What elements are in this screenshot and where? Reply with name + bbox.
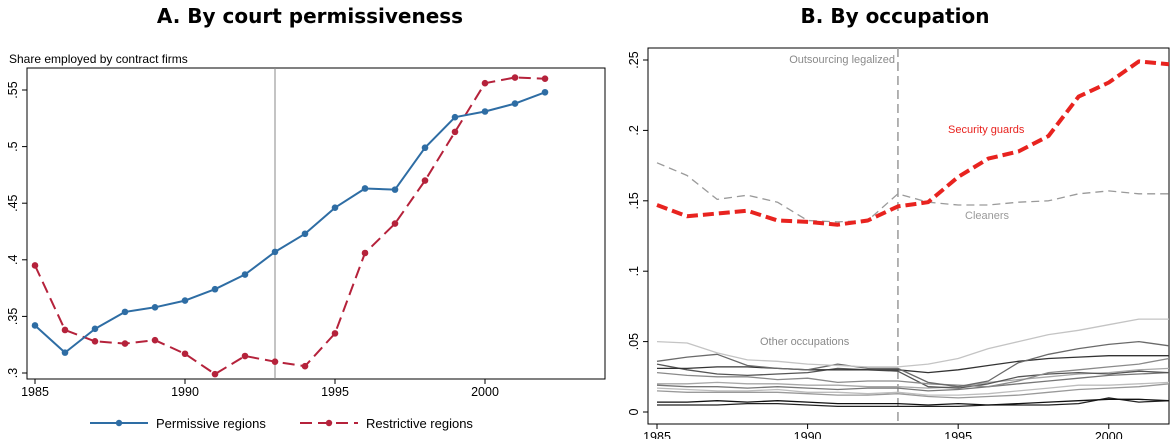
- panel-b-xtick-label-1995: 1995: [944, 430, 972, 439]
- panel-a-point-restrictive-regions-1990: [181, 350, 189, 358]
- panel-a-point-permissive-regions-2002: [541, 88, 549, 96]
- panel-a-xtick-label-1985: 1985: [21, 385, 49, 399]
- panel-b-series-other-occupations-5: [656, 357, 1170, 388]
- panel-a-xtick-label-1990: 1990: [171, 385, 199, 399]
- panel-a-title: A. By court permissiveness: [156, 4, 464, 28]
- legend-restrictive-label: Restrictive regions: [366, 416, 473, 431]
- panel-b-series-other-occupations-4: [657, 355, 1169, 374]
- panel-a-point-restrictive-regions-1988: [121, 340, 129, 347]
- panel-b-series-other-occupations-12: [657, 397, 1170, 408]
- panel-b-xtick-label-1990: 1990: [794, 430, 822, 439]
- annotation-outsourcing-legalized: Outsourcing legalized: [789, 54, 895, 66]
- panel-a-point-restrictive-regions-2002: [541, 75, 549, 82]
- legend-restrictive-marker: [325, 419, 333, 427]
- panel-a-ytick-label-2: .4: [6, 255, 20, 265]
- panel-a-ytick-label-5: .55: [6, 81, 20, 98]
- panel-a-ytick-label-0: .3: [6, 368, 20, 378]
- panel-b-series-other-occupations-7: [657, 367, 1170, 389]
- panel-a-point-permissive-regions-1997: [391, 186, 399, 193]
- panel-a-series-permissive-regions-0: [34, 91, 546, 354]
- panel-a-point-permissive-regions-1986: [61, 349, 69, 356]
- panel-a-point-restrictive-regions-1996: [361, 249, 369, 257]
- panel-b-ytick-label-2: .1: [627, 266, 641, 276]
- panel-b-title: B. By occupation: [800, 4, 990, 28]
- panel-a-point-restrictive-regions-1998: [421, 177, 429, 184]
- panel-a-point-permissive-regions-2001: [511, 100, 519, 107]
- panel-a-point-permissive-regions-1995: [331, 204, 339, 212]
- panel-a-point-restrictive-regions-1997: [391, 220, 399, 227]
- panel-a-point-permissive-regions-1994: [301, 230, 309, 238]
- panel-a-point-restrictive-regions-1999: [451, 128, 459, 136]
- panel-a-plot-frame: [26, 67, 606, 380]
- panel-a-point-restrictive-regions-1992: [241, 352, 249, 360]
- panel-a-point-restrictive-regions-1989: [151, 336, 159, 344]
- panel-b-ytick-label-0: 0: [627, 408, 641, 415]
- panel-b-series-cleaners-1: [656, 162, 1169, 223]
- legend-permissive-label: Permissive regions: [156, 416, 266, 431]
- panel-a-legend: Permissive regions Restrictive regions: [90, 416, 473, 431]
- panel-a-point-restrictive-regions-1986: [61, 326, 69, 334]
- panel-b-xtick-label-2000: 2000: [1095, 430, 1123, 439]
- panel-a-point-permissive-regions-1989: [151, 304, 159, 311]
- panel-a-ytick-label-3: .45: [6, 194, 20, 211]
- panel-b-series-other-occupations-3: [656, 340, 1170, 388]
- panel-a-point-restrictive-regions-2001: [511, 74, 519, 81]
- panel-a-point-permissive-regions-1990: [181, 297, 189, 304]
- panel-b-series-other-occupations-2: [656, 318, 1169, 368]
- panel-a-point-restrictive-regions-2000: [481, 79, 489, 87]
- panel-a-point-permissive-regions-1993: [271, 248, 279, 256]
- panel-b-ytick-label-4: .2: [627, 125, 641, 135]
- panel-a-ylabel: Share employed by contract firms: [9, 52, 188, 66]
- panel-a-point-permissive-regions-1996: [361, 185, 369, 192]
- panel-b-xtick-label-1985: 1985: [643, 430, 671, 439]
- panel-a-point-restrictive-regions-1985: [31, 262, 39, 269]
- panel-b-ytick-label-5: .25: [627, 51, 641, 68]
- panel-a-point-restrictive-regions-1991: [211, 370, 219, 378]
- panel-a-point-permissive-regions-1988: [121, 308, 129, 316]
- panel-a-point-restrictive-regions-1993: [271, 358, 279, 365]
- panel-b-ytick-label-3: .15: [627, 192, 641, 209]
- panel-a-point-permissive-regions-1991: [211, 285, 219, 293]
- panel-a-point-restrictive-regions-1995: [331, 330, 339, 337]
- panel-a-point-permissive-regions-1999: [451, 113, 459, 121]
- panel-b-series-other-occupations-11: [657, 398, 1170, 406]
- panel-a-ytick-label-4: .5: [6, 141, 20, 151]
- panel-a-point-restrictive-regions-1987: [91, 338, 99, 345]
- panel-b-plot-frame: [647, 47, 1170, 425]
- panel-a-point-restrictive-regions-1994: [301, 362, 309, 370]
- panel-a-xtick-label-2000: 2000: [471, 385, 499, 399]
- legend-permissive-marker: [115, 419, 123, 427]
- annotation-cleaners: Cleaners: [965, 210, 1010, 222]
- panel-a-point-permissive-regions-1987: [91, 325, 99, 333]
- annotation-other-occupations: Other occupations: [760, 336, 850, 348]
- panel-b-series-other-occupations-6: [656, 363, 1170, 389]
- panel-b-series-other-occupations-8: [656, 371, 1170, 392]
- panel-b-ytick-label-1: .05: [627, 333, 641, 350]
- panel-a-point-permissive-regions-1992: [241, 271, 249, 278]
- panel-a-series-restrictive-regions-1: [34, 76, 546, 376]
- panel-a-point-permissive-regions-2000: [481, 108, 489, 115]
- panel-a-point-permissive-regions-1985: [31, 322, 39, 329]
- panel-b-series-other-occupations-10: [656, 383, 1170, 399]
- annotation-security-guards: Security guards: [948, 124, 1025, 136]
- panel-b-series-security-guards-0: [656, 59, 1170, 227]
- panel-a-point-permissive-regions-1998: [421, 144, 429, 152]
- panel-a-ytick-label-1: .35: [6, 308, 20, 325]
- panel-a-xtick-label-1995: 1995: [321, 385, 349, 399]
- panel-b-series-other-occupations-9: [656, 381, 1170, 396]
